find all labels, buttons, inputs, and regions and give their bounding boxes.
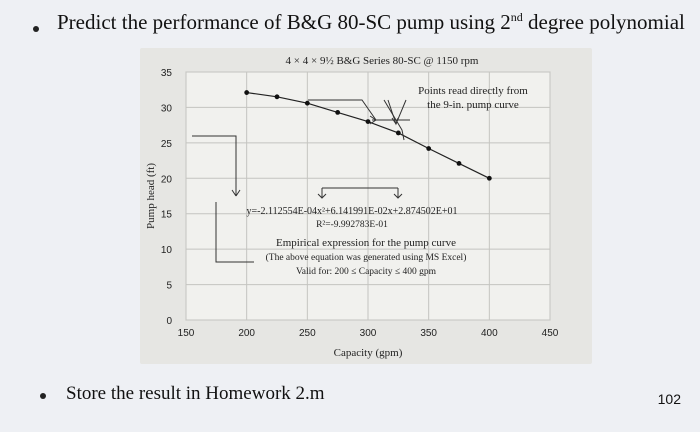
- data-point: [274, 94, 280, 100]
- page-number: 102: [657, 391, 681, 407]
- bullet-dot: [40, 393, 46, 399]
- x-tick-label: 350: [420, 328, 437, 339]
- arrow-head-4: [317, 188, 327, 199]
- slide-heading: Predict the performance of B&G 80-SC pum…: [57, 10, 685, 35]
- data-point: [426, 146, 432, 151]
- arrow-head-1: [369, 115, 377, 125]
- r-squared-text: R²=-9.992783E-01: [316, 220, 388, 230]
- data-point: [456, 161, 462, 166]
- data-point: [244, 90, 250, 95]
- x-tick-label: 400: [481, 328, 498, 339]
- points-note-line2: the 9-in. pump curve: [427, 99, 519, 111]
- heading-prefix: Predict the performance of B&G 80-SC pum…: [57, 10, 511, 34]
- arrow-leader-4: [383, 99, 405, 141]
- data-point: [365, 119, 371, 124]
- data-point: [335, 109, 341, 115]
- heading-suffix: degree polynomial: [522, 10, 685, 34]
- excel-note: (The above equation was generated using …: [266, 252, 467, 263]
- data-point: [395, 130, 401, 136]
- x-tick-label: 250: [299, 328, 316, 339]
- chart-panel: 150 200 250 300 350 400 450 0 5 10 15 20 25 30 35 Capac…: [140, 48, 592, 364]
- x-tick-label: 200: [238, 328, 255, 339]
- arrow-head-3: [231, 189, 241, 197]
- data-point: [304, 100, 310, 106]
- y-tick-label: 0: [166, 316, 172, 327]
- data-point: [486, 175, 492, 181]
- chart-title: 4 × 4 × 9½ B&G Series 80-SC @ 1150 rpm: [286, 55, 479, 67]
- y-tick-label: 20: [161, 174, 173, 185]
- bracket-bottom: [215, 202, 254, 263]
- points-note-line1: Points read directly from: [418, 85, 528, 97]
- bracket-left: [192, 135, 237, 196]
- y-tick-label: 30: [161, 103, 173, 114]
- empirical-title: Empirical expression for the pump curve: [276, 237, 456, 249]
- y-tick-label: 10: [161, 245, 173, 256]
- valid-for-text: Valid for: 200 ≤ Capacity ≤ 400 gpm: [296, 266, 437, 277]
- arrow-head-5: [393, 188, 403, 199]
- y-tick-label: 25: [161, 139, 173, 150]
- x-tick-label: 450: [542, 328, 559, 339]
- pump-curve-chart: 150 200 250 300 350 400 450 0 5 10 15 20 25 30 35 Capac…: [145, 55, 559, 359]
- x-axis-title: Capacity (gpm): [334, 347, 403, 359]
- y-tick-label: 5: [166, 281, 172, 292]
- footer-text: Store the result in Homework 2.m: [66, 383, 325, 404]
- y-tick-label: 35: [161, 68, 173, 79]
- bullet-dot: [33, 26, 39, 32]
- y-axis-title: Pump head (ft): [145, 163, 157, 229]
- x-tick-label: 150: [178, 328, 195, 339]
- y-tick-label: 15: [161, 210, 173, 221]
- equation-text: y=-2.112554E-04x²+6.141991E-02x+2.874502…: [246, 206, 457, 217]
- x-tick-label: 300: [360, 328, 377, 339]
- heading-superscript: nd: [510, 10, 523, 24]
